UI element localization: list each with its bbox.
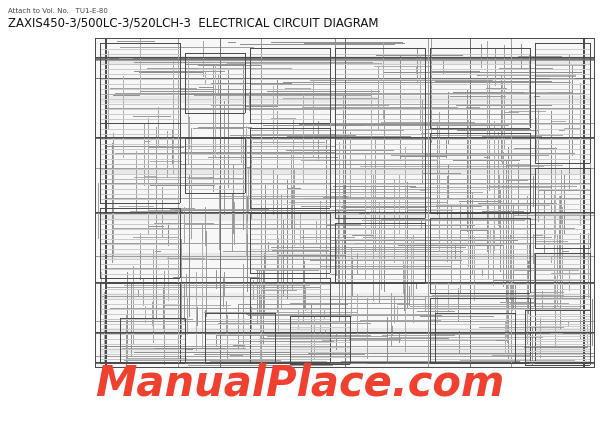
Text: ZAXIS450-3/500LC-3/520LCH-3  ELECTRICAL CIRCUIT DIAGRAM: ZAXIS450-3/500LC-3/520LCH-3 ELECTRICAL C… — [8, 16, 379, 29]
Text: Attach to Vol. No.   TU1-E-80: Attach to Vol. No. TU1-E-80 — [8, 8, 108, 14]
Text: ManualPlace.com: ManualPlace.com — [95, 363, 505, 405]
